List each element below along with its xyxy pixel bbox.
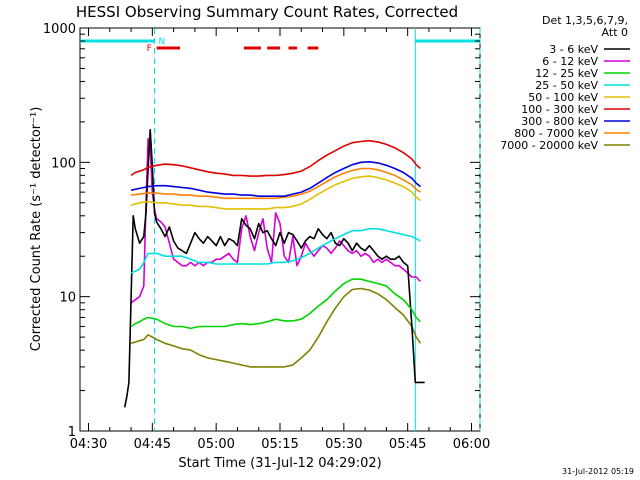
- x-tick-label: 05:15: [261, 437, 298, 452]
- series-line-6: [130, 161, 421, 197]
- series-line-1: [130, 137, 421, 304]
- footer-date: 31-Jul-2012 05:19: [562, 467, 634, 476]
- flare-flag-label: F: [147, 44, 152, 54]
- x-tick-label: 04:45: [134, 437, 171, 452]
- observing-flag-label: N: [158, 37, 165, 47]
- series-line-2: [130, 278, 421, 330]
- legend-label-4: 50 - 100 keV: [528, 91, 598, 104]
- y-tick-label: 1000: [43, 22, 76, 37]
- series-line-7: [131, 167, 421, 200]
- series-line-3: [130, 228, 421, 274]
- legend-label-6: 300 - 800 keV: [521, 115, 598, 128]
- x-tick-label: 06:00: [453, 437, 490, 452]
- series-line-5: [130, 139, 421, 177]
- y-tick-label: 1: [68, 425, 76, 440]
- x-tick-label: 05:30: [325, 437, 362, 452]
- legend-label-7: 800 - 7000 keV: [514, 127, 598, 140]
- series-lines: [123, 128, 425, 408]
- legend-label-3: 25 - 50 keV: [535, 79, 598, 92]
- legend-label-2: 12 - 25 keV: [535, 67, 598, 80]
- series-line-4: [130, 175, 421, 210]
- observing-flags: NF: [80, 28, 481, 431]
- legend-header-line-2: Att 0: [602, 26, 628, 39]
- x-tick-label: 05:45: [389, 437, 426, 452]
- legend-label-5: 100 - 300 keV: [521, 103, 598, 116]
- y-axis-label: Corrected Count Rate (s⁻¹ detector⁻¹): [29, 107, 44, 352]
- legend-label-8: 7000 - 20000 keV: [500, 139, 598, 152]
- axis-ticks: 04:30 04:45 05:00 05:15 05:30 05:45 06:00 1 10 10…: [43, 22, 490, 452]
- x-axis-label: Start Time (31-Jul-12 04:29:02): [178, 456, 381, 471]
- series-line-0: [123, 128, 425, 408]
- y-tick-label: 100: [51, 156, 76, 171]
- legend-header-line-1: Det 1,3,5,6,7,9,: [542, 14, 628, 27]
- legend-label-1: 6 - 12 keV: [542, 55, 598, 68]
- legend-label-0: 3 - 6 keV: [549, 43, 598, 56]
- x-tick-label: 05:00: [197, 437, 234, 452]
- series-line-8: [130, 287, 422, 368]
- y-tick-label: 10: [59, 291, 76, 306]
- x-tick-label: 04:30: [70, 437, 107, 452]
- chart-title: HESSI Observing Summary Count Rates, Cor…: [76, 3, 458, 21]
